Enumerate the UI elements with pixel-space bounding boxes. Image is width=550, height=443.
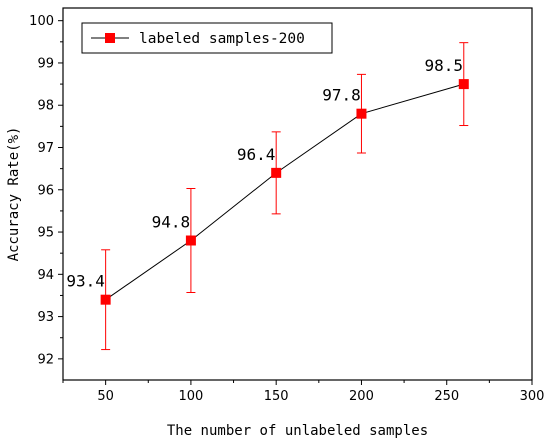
y-tick-label: 96 xyxy=(37,183,54,198)
x-tick-label: 50 xyxy=(97,389,114,404)
data-label: 96.4 xyxy=(237,145,276,164)
data-point xyxy=(356,108,367,119)
legend-marker xyxy=(105,33,115,43)
data-label: 94.8 xyxy=(152,213,191,232)
y-tick-label: 93 xyxy=(37,310,54,325)
y-tick-label: 94 xyxy=(37,268,54,283)
plot-frame xyxy=(62,7,533,381)
x-axis-title: The number of unlabeled samples xyxy=(167,423,428,439)
y-tick-label: 100 xyxy=(29,14,54,29)
x-tick-label: 150 xyxy=(264,389,289,404)
x-tick-label: 250 xyxy=(434,389,459,404)
data-label: 97.8 xyxy=(322,86,361,105)
y-tick-label: 99 xyxy=(37,56,54,71)
x-tick-label: 200 xyxy=(349,389,374,404)
y-axis-title: Accuracy Rate(%) xyxy=(6,127,22,262)
axes: 50 100 150 200 250 300 92 93 94 95 96 97 98 99 100 xyxy=(29,7,545,404)
series-layer: 93.4 94.8 96.4 97.8 98.5 xyxy=(66,42,469,351)
data-point xyxy=(100,294,111,305)
legend: labeled samples-200 xyxy=(81,22,333,54)
y-tick-label: 95 xyxy=(37,226,54,241)
x-tick-label: 100 xyxy=(178,389,203,404)
series-line xyxy=(105,83,464,301)
y-tick-label: 98 xyxy=(37,99,54,114)
y-tick-label: 97 xyxy=(37,141,54,156)
legend-label: labeled samples-200 xyxy=(139,31,305,47)
y-tick-label: 92 xyxy=(37,352,54,367)
data-point xyxy=(458,79,469,90)
x-tick-label: 300 xyxy=(520,389,545,404)
data-point xyxy=(271,167,282,178)
data-label: 98.5 xyxy=(425,56,464,75)
data-label: 93.4 xyxy=(66,272,105,291)
data-point xyxy=(185,235,196,246)
